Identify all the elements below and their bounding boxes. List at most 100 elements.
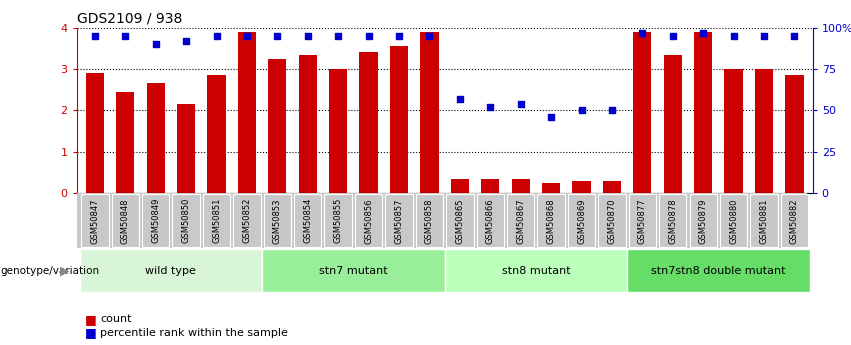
Point [271,33,284,39]
FancyBboxPatch shape [568,194,595,247]
Point [483,104,497,110]
Point [209,33,223,39]
Text: GSM50869: GSM50869 [577,198,586,244]
Bar [268,59,287,193]
Text: GSM50865: GSM50865 [455,198,465,244]
Point [88,33,101,39]
Text: ■: ■ [85,313,97,326]
FancyBboxPatch shape [720,194,747,247]
Bar [755,69,774,193]
Point [636,30,649,35]
Text: GSM50866: GSM50866 [486,198,494,244]
Bar [329,69,347,193]
Point [240,33,254,39]
Point [301,33,315,39]
FancyBboxPatch shape [233,194,260,247]
Text: GSM50882: GSM50882 [790,198,799,244]
Point [666,33,680,39]
Point [180,38,193,43]
Bar [237,32,256,193]
Point [727,33,740,39]
Bar [208,75,226,193]
Point [605,108,619,113]
Bar [420,32,438,193]
FancyBboxPatch shape [81,194,109,247]
Bar [511,179,530,193]
FancyBboxPatch shape [444,249,627,292]
Text: stn7stn8 double mutant: stn7stn8 double mutant [651,266,785,276]
Text: stn8 mutant: stn8 mutant [501,266,570,276]
Text: GSM50867: GSM50867 [517,198,525,244]
Text: GSM50851: GSM50851 [212,198,221,244]
Text: GSM50847: GSM50847 [90,198,100,244]
Point [757,33,771,39]
Bar [724,69,743,193]
Point [514,101,528,107]
Bar [146,83,165,193]
Text: GSM50858: GSM50858 [425,198,434,244]
FancyBboxPatch shape [780,194,808,247]
FancyBboxPatch shape [659,194,687,247]
FancyBboxPatch shape [477,194,504,247]
Text: GSM50852: GSM50852 [243,198,251,244]
Text: percentile rank within the sample: percentile rank within the sample [100,328,288,338]
Point [453,96,466,101]
Text: GSM50849: GSM50849 [151,198,160,244]
Text: count: count [100,314,132,324]
Text: GSM50878: GSM50878 [668,198,677,244]
FancyBboxPatch shape [80,249,262,292]
Text: GSM50877: GSM50877 [638,198,647,244]
FancyBboxPatch shape [629,194,656,247]
FancyBboxPatch shape [142,194,169,247]
FancyBboxPatch shape [173,194,200,247]
Bar [390,46,408,193]
FancyBboxPatch shape [627,249,809,292]
Bar [542,183,560,193]
Bar [299,55,317,193]
Point [331,33,345,39]
Text: GSM50850: GSM50850 [181,198,191,244]
Point [545,114,558,120]
FancyBboxPatch shape [751,194,778,247]
Bar [177,104,195,193]
Text: GSM50879: GSM50879 [699,198,708,244]
Text: GSM50856: GSM50856 [364,198,373,244]
Text: GSM50855: GSM50855 [334,198,343,244]
Point [574,108,588,113]
Bar [633,32,652,193]
FancyBboxPatch shape [324,194,351,247]
Text: stn7 mutant: stn7 mutant [319,266,388,276]
FancyBboxPatch shape [264,194,291,247]
Text: GSM50853: GSM50853 [273,198,282,244]
Bar [573,181,591,193]
Text: ▶: ▶ [60,264,70,277]
FancyBboxPatch shape [598,194,625,247]
Text: GSM50870: GSM50870 [608,198,616,244]
Point [392,33,406,39]
FancyBboxPatch shape [203,194,231,247]
Text: GSM50848: GSM50848 [121,198,129,244]
Text: GSM50857: GSM50857 [395,198,403,244]
Point [362,33,375,39]
FancyBboxPatch shape [446,194,473,247]
Bar [451,179,469,193]
FancyBboxPatch shape [538,194,565,247]
Bar [481,179,500,193]
Bar [359,52,378,193]
Point [118,33,132,39]
Bar [785,75,803,193]
Bar [664,55,682,193]
FancyBboxPatch shape [689,194,717,247]
Text: GSM50881: GSM50881 [760,198,768,244]
Text: GSM50880: GSM50880 [729,198,738,244]
Text: GSM50854: GSM50854 [303,198,312,244]
Bar [116,92,134,193]
Text: GSM50868: GSM50868 [546,198,556,244]
FancyBboxPatch shape [262,249,444,292]
Point [423,33,437,39]
Text: ■: ■ [85,326,97,339]
FancyBboxPatch shape [416,194,443,247]
FancyBboxPatch shape [386,194,413,247]
Bar [86,73,104,193]
Text: GDS2109 / 938: GDS2109 / 938 [77,11,182,25]
